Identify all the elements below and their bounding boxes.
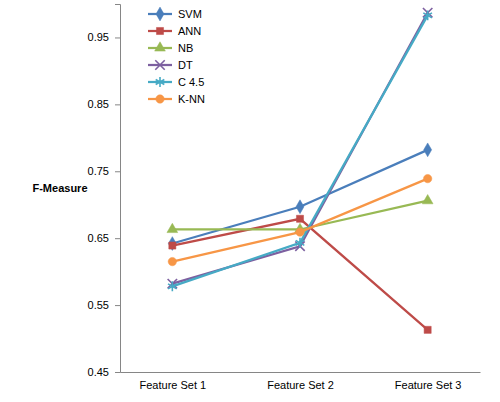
y-tick: 0.75 [88,165,120,177]
legend-label: ANN [178,25,201,37]
x-tick-label: Feature Set 2 [267,379,334,391]
legend-label: SVM [178,8,202,20]
series-point [168,257,176,265]
series-line [172,150,427,244]
series-line [172,13,427,284]
y-tick-label: 0.55 [88,299,109,311]
legend-item: ANN [148,25,201,37]
series-point [167,223,178,232]
series-point [424,143,432,157]
series-line [172,15,427,286]
legend-symbol [156,95,164,103]
legend-symbol [156,7,164,21]
legend-symbol [156,77,165,87]
y-tick-mark [115,238,120,239]
x-tick: Feature Set 2 [267,372,334,391]
x-axis: Feature Set 1 Feature Set 2 Feature Set 3 [121,372,481,391]
y-tick-mark [115,37,120,38]
legend-item: K-NN [148,93,205,105]
legend-label: NB [178,42,193,54]
legend-label: K-NN [178,93,205,105]
y-tick-label: 0.45 [88,366,109,378]
x-tick-label: Feature Set 1 [140,379,207,391]
series-point [423,10,432,20]
legend-symbol [155,42,166,51]
y-axis-line [115,5,121,373]
x-tick: Feature Set 1 [140,372,207,391]
series-point [296,215,303,222]
series-point [168,281,177,291]
x-axis-line [121,372,481,373]
y-tick: 0.95 [88,31,120,43]
y-tick-mark [115,372,120,373]
series-point [296,228,304,236]
legend-item: NB [148,42,193,54]
series-point [422,195,433,204]
legend-symbol [156,27,163,34]
legend-item: C 4.5 [148,76,204,88]
plot: 0.450.550.650.750.850.95Feature Set 1Fea… [88,5,481,391]
y-axis: 0.45 0.55 0.65 0.75 0.85 0.95 [88,5,121,379]
chart: 0.450.550.650.750.850.95Feature Set 1Fea… [0,0,500,402]
x-tick-label: Feature Set 3 [395,379,462,391]
y-tick: 0.55 [88,299,120,311]
marks [167,8,433,333]
y-tick: 0.45 [88,366,120,378]
series-point [296,200,304,214]
legend-label: C 4.5 [178,76,204,88]
x-tick: Feature Set 3 [395,372,462,391]
y-tick-mark [115,305,120,306]
y-tick-label: 0.85 [88,98,109,110]
y-tick-mark [115,104,120,105]
series-point [296,238,305,248]
y-tick-label: 0.75 [88,165,109,177]
y-tick-label: 0.65 [88,232,109,244]
legend: SVM ANN NB DT C 4.5 K-NN [148,7,205,105]
series-point [168,237,176,251]
series-point [424,326,431,333]
legend-item: SVM [148,7,202,21]
series-line [172,179,427,262]
legend-item: DT [148,59,193,71]
series-point [169,242,176,249]
legend-label: DT [178,59,193,71]
y-tick: 0.65 [88,232,120,244]
series-point [423,174,431,182]
y-axis-title: F-Measure [32,182,87,194]
legend-symbol [155,60,164,69]
y-tick-label: 0.95 [88,31,109,43]
y-tick-mark [115,171,120,172]
y-tick: 0.85 [88,98,120,110]
